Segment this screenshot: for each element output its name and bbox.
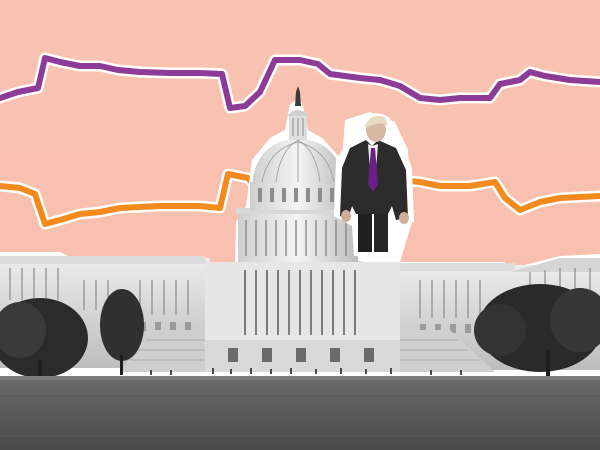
orange-trend-line xyxy=(0,168,600,230)
statue-of-freedom xyxy=(295,86,301,106)
purple-trend-line xyxy=(0,52,600,114)
tie xyxy=(368,148,378,192)
left-trees xyxy=(0,289,144,382)
right-wing-columns xyxy=(419,268,591,318)
person-figure xyxy=(334,113,414,256)
dome-drum xyxy=(238,212,358,262)
central-columns xyxy=(244,270,356,335)
lawn xyxy=(0,376,600,450)
crowd xyxy=(150,368,462,375)
right-trees xyxy=(474,284,600,382)
central-block xyxy=(205,262,400,352)
